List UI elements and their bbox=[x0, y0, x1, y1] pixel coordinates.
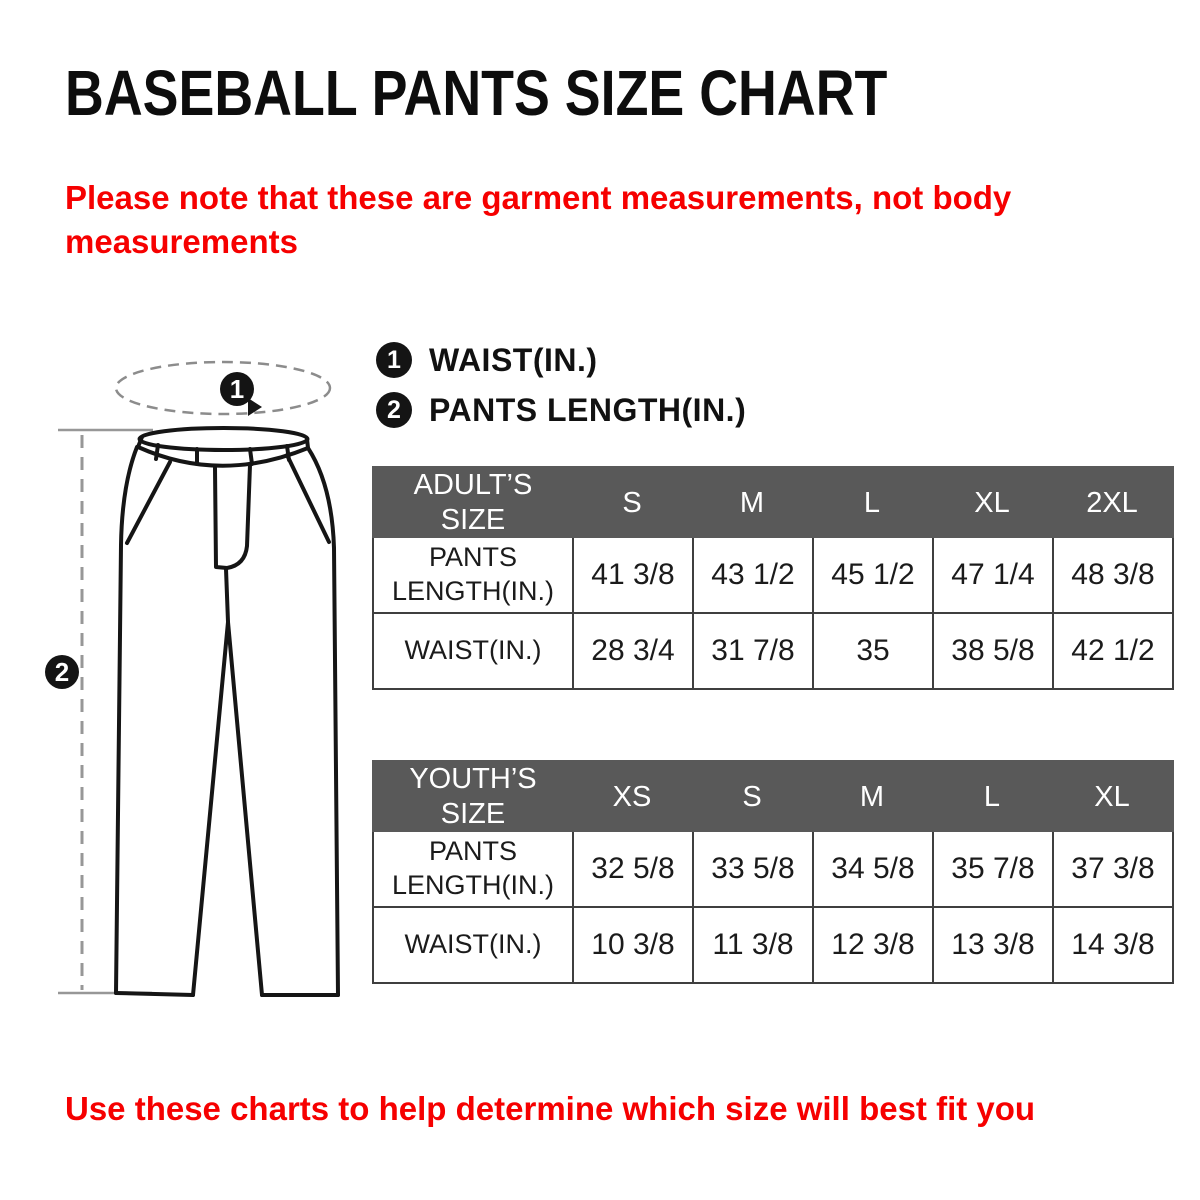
youth-table-body: PANTS LENGTH(IN.) 32 5/8 33 5/8 34 5/8 3… bbox=[372, 832, 1174, 984]
table-cell: 37 3/8 bbox=[1052, 832, 1172, 906]
column-header: S bbox=[742, 780, 762, 813]
table-row: PANTS LENGTH(IN.) 32 5/8 33 5/8 34 5/8 3… bbox=[374, 832, 1172, 906]
youth-table-corner-header: YOUTH’S SIZE bbox=[409, 763, 537, 830]
column-header: S bbox=[622, 486, 642, 519]
table-cell: 32 5/8 bbox=[572, 832, 692, 906]
table-cell: 47 1/4 bbox=[932, 538, 1052, 612]
row-label: PANTS LENGTH(IN.) bbox=[392, 542, 554, 606]
table-cell: 42 1/2 bbox=[1052, 614, 1172, 688]
column-header: L bbox=[983, 780, 1001, 813]
table-row: WAIST(IN.) 10 3/8 11 3/8 12 3/8 13 3/8 1… bbox=[374, 906, 1172, 982]
measurement-legend: 1 WAIST(IN.) 2 PANTS LENGTH(IN.) bbox=[376, 338, 746, 438]
legend-label-waist: WAIST(IN.) bbox=[429, 341, 598, 378]
length-marker-badge: 2 bbox=[45, 655, 79, 689]
adult-table-corner-header: ADULT’S SIZE bbox=[413, 469, 533, 536]
column-header: XL bbox=[1094, 780, 1130, 813]
adult-size-table: ADULT’S SIZE S M L XL 2XL PANTS LENGTH(I… bbox=[372, 466, 1174, 690]
youth-table-header-row: YOUTH’S SIZE XS S M L XL bbox=[372, 760, 1174, 832]
waist-measure-arrow-icon bbox=[248, 398, 262, 416]
table-cell: 13 3/8 bbox=[932, 908, 1052, 982]
svg-text:2: 2 bbox=[55, 657, 69, 687]
table-cell: 12 3/8 bbox=[812, 908, 932, 982]
column-header: M bbox=[739, 486, 765, 519]
table-cell: 28 3/4 bbox=[572, 614, 692, 688]
table-cell: 10 3/8 bbox=[572, 908, 692, 982]
table-cell: 35 bbox=[812, 614, 932, 688]
column-header: XL bbox=[974, 486, 1010, 519]
column-header: M bbox=[859, 780, 885, 813]
table-row: PANTS LENGTH(IN.) 41 3/8 43 1/2 45 1/2 4… bbox=[374, 538, 1172, 612]
waist-measure-ellipse bbox=[114, 360, 332, 416]
fit-advice-note: Use these charts to help determine which… bbox=[65, 1090, 1036, 1127]
table-row: WAIST(IN.) 28 3/4 31 7/8 35 38 5/8 42 1/… bbox=[374, 612, 1172, 688]
garment-measurement-note: Please note that these are garment measu… bbox=[65, 179, 1012, 260]
column-header: 2XL bbox=[1086, 486, 1138, 519]
column-header: XS bbox=[612, 780, 652, 813]
table-cell: 31 7/8 bbox=[692, 614, 812, 688]
row-label: WAIST(IN.) bbox=[404, 929, 542, 960]
table-cell: 33 5/8 bbox=[692, 832, 812, 906]
legend-item-pants-length: 2 PANTS LENGTH(IN.) bbox=[376, 388, 746, 432]
row-label: PANTS LENGTH(IN.) bbox=[392, 836, 554, 900]
waist-marker-badge: 1 bbox=[220, 372, 254, 406]
table-cell: 45 1/2 bbox=[812, 538, 932, 612]
legend-label-pants-length: PANTS LENGTH(IN.) bbox=[429, 391, 747, 428]
adult-table-header-row: ADULT’S SIZE S M L XL 2XL bbox=[372, 466, 1174, 538]
table-cell: 35 7/8 bbox=[932, 832, 1052, 906]
table-cell: 41 3/8 bbox=[572, 538, 692, 612]
table-cell: 48 3/8 bbox=[1052, 538, 1172, 612]
table-cell: 43 1/2 bbox=[692, 538, 812, 612]
pants-diagram: 1 2 bbox=[45, 360, 340, 997]
table-cell: 38 5/8 bbox=[932, 614, 1052, 688]
row-label: WAIST(IN.) bbox=[404, 635, 542, 666]
table-cell: 14 3/8 bbox=[1052, 908, 1172, 982]
length-number-badge: 2 bbox=[376, 392, 412, 428]
adult-table-body: PANTS LENGTH(IN.) 41 3/8 43 1/2 45 1/2 4… bbox=[372, 538, 1174, 690]
waist-number-badge: 1 bbox=[376, 342, 412, 378]
table-cell: 11 3/8 bbox=[692, 908, 812, 982]
column-header: L bbox=[863, 486, 881, 519]
page-title: BASEBALL PANTS SIZE CHART bbox=[65, 57, 888, 129]
svg-text:1: 1 bbox=[230, 374, 244, 404]
pants-outline bbox=[114, 426, 340, 997]
table-cell: 34 5/8 bbox=[812, 832, 932, 906]
youth-size-table: YOUTH’S SIZE XS S M L XL PANTS LENGTH(IN… bbox=[372, 760, 1174, 984]
legend-item-waist: 1 WAIST(IN.) bbox=[376, 338, 746, 382]
